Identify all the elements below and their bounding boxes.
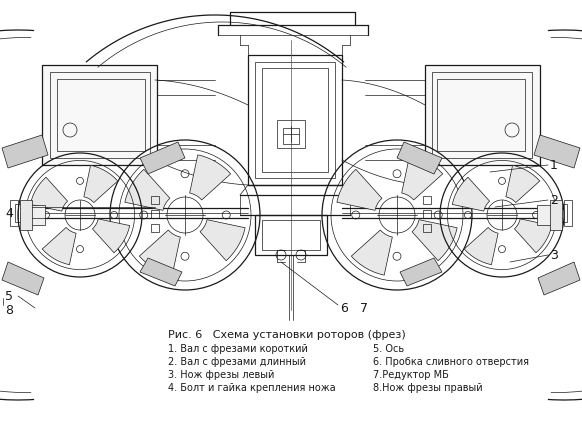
Bar <box>151 196 159 204</box>
Polygon shape <box>397 142 442 174</box>
Text: 2: 2 <box>550 194 558 206</box>
Polygon shape <box>140 142 185 174</box>
Polygon shape <box>506 165 540 202</box>
Bar <box>423 196 431 204</box>
Polygon shape <box>93 219 130 253</box>
Bar <box>151 210 159 218</box>
Bar <box>248 55 342 185</box>
Polygon shape <box>464 227 498 265</box>
Text: 1: 1 <box>550 158 558 172</box>
Bar <box>425 65 540 165</box>
Polygon shape <box>84 165 118 202</box>
Bar <box>10 200 18 226</box>
Bar <box>564 200 572 226</box>
Polygon shape <box>400 258 442 286</box>
Bar <box>50 72 150 158</box>
Polygon shape <box>337 169 382 210</box>
Text: 8.Нож фрезы правый: 8.Нож фрезы правый <box>373 383 482 393</box>
Bar <box>151 224 159 232</box>
Polygon shape <box>139 230 180 275</box>
Text: Рис. 6   Схема установки роторов (фрез): Рис. 6 Схема установки роторов (фрез) <box>168 330 406 340</box>
Bar <box>537 205 557 225</box>
Bar <box>57 79 145 151</box>
Text: 7: 7 <box>360 301 368 315</box>
Bar <box>550 200 562 230</box>
Polygon shape <box>352 230 392 275</box>
Text: 2. Вал с фрезами длинный: 2. Вал с фрезами длинный <box>168 357 306 367</box>
Text: 3. Нож фрезы левый: 3. Нож фрезы левый <box>168 370 274 380</box>
Bar <box>423 224 431 232</box>
Polygon shape <box>140 258 182 286</box>
Polygon shape <box>190 155 230 200</box>
Bar <box>262 220 320 250</box>
Text: 6. Пробка сливного отверстия: 6. Пробка сливного отверстия <box>373 357 529 367</box>
Bar <box>277 120 305 148</box>
Text: 6: 6 <box>340 301 348 315</box>
Polygon shape <box>534 135 580 168</box>
Bar <box>15 204 23 222</box>
Text: 1. Вал с фрезами короткий: 1. Вал с фрезами короткий <box>168 344 308 354</box>
Polygon shape <box>514 219 552 253</box>
Text: 8: 8 <box>5 304 13 316</box>
Bar <box>20 200 32 230</box>
Polygon shape <box>538 262 580 295</box>
Polygon shape <box>125 169 170 210</box>
Bar <box>437 79 525 151</box>
Bar <box>255 215 327 255</box>
Bar <box>432 72 532 158</box>
Text: 7.Редуктор МБ: 7.Редуктор МБ <box>373 370 449 380</box>
Bar <box>283 128 299 144</box>
Polygon shape <box>200 220 245 261</box>
Polygon shape <box>30 177 68 211</box>
Bar <box>262 68 328 172</box>
Bar <box>559 204 567 222</box>
Polygon shape <box>2 135 48 168</box>
Bar <box>423 210 431 218</box>
Text: 4. Болт и гайка крепления ножа: 4. Болт и гайка крепления ножа <box>168 383 336 393</box>
Bar <box>42 65 157 165</box>
Polygon shape <box>412 220 457 261</box>
Polygon shape <box>402 155 443 200</box>
Polygon shape <box>2 262 44 295</box>
Text: 5: 5 <box>5 290 13 303</box>
Bar <box>255 62 335 178</box>
Text: 3: 3 <box>550 249 558 261</box>
Polygon shape <box>42 227 76 265</box>
Bar <box>25 205 45 225</box>
Text: 4: 4 <box>5 206 13 220</box>
Text: 5. Ось: 5. Ось <box>373 344 404 354</box>
Polygon shape <box>452 177 489 211</box>
